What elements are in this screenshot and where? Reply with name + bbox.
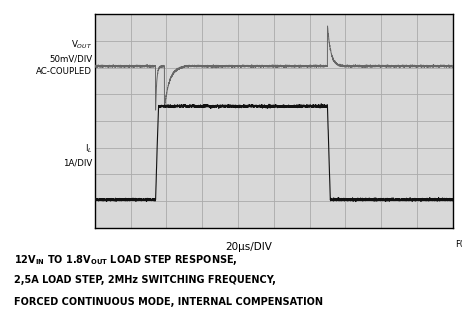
Text: F02: F02 xyxy=(455,240,462,249)
Text: FORCED CONTINUOUS MODE, INTERNAL COMPENSATION: FORCED CONTINUOUS MODE, INTERNAL COMPENS… xyxy=(14,297,323,307)
Text: 20μs/DIV: 20μs/DIV xyxy=(225,242,272,252)
Text: V$_{OUT}$
50mV/DIV
AC-COUPLED: V$_{OUT}$ 50mV/DIV AC-COUPLED xyxy=(36,38,92,76)
Text: 2,5A LOAD STEP, 2MHz SWITCHING FREQUENCY,: 2,5A LOAD STEP, 2MHz SWITCHING FREQUENCY… xyxy=(14,275,276,285)
Text: 12V$_{\mathregular{IN}}$ TO 1.8V$_{\mathregular{OUT}}$ LOAD STEP RESPONSE,: 12V$_{\mathregular{IN}}$ TO 1.8V$_{\math… xyxy=(14,253,237,267)
Text: I$_{L}$
1A/DIV: I$_{L}$ 1A/DIV xyxy=(63,143,92,168)
